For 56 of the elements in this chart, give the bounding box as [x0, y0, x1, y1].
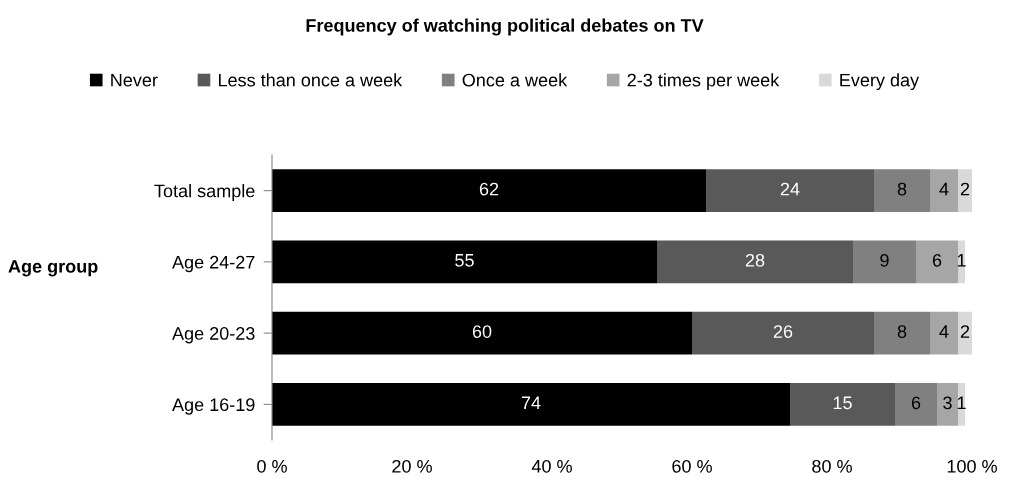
bar [272, 169, 706, 212]
data-label: 2 [960, 182, 970, 196]
bar [874, 169, 930, 212]
bar [937, 383, 958, 426]
x-tick-label: 20 % [392, 459, 432, 473]
bar [958, 383, 965, 426]
y-tick-label: Age 16-19 [172, 398, 255, 415]
x-tick-label: 0 % [257, 459, 287, 473]
legend-label: 2-3 times per week [627, 73, 780, 91]
data-label: 4 [939, 182, 949, 196]
bar [272, 311, 692, 355]
y-tick-label: Age 20-23 [172, 327, 255, 344]
data-label: 1 [957, 254, 966, 267]
x-tick-label: 60 % [672, 459, 712, 473]
data-label: 15 [833, 396, 852, 410]
bar [272, 383, 790, 426]
legend-label: Less than once a week [218, 73, 403, 87]
chart-title: Frequency of watching political debates on TV [306, 18, 704, 36]
bar [692, 311, 874, 355]
bar [958, 311, 972, 355]
data-label: 55 [455, 254, 474, 267]
data-label: 3 [943, 396, 952, 410]
bar [895, 383, 937, 426]
data-label: 9 [880, 253, 889, 267]
data-label: 26 [773, 325, 793, 338]
data-label: 6 [932, 253, 942, 267]
bar [706, 169, 874, 212]
bar [930, 311, 958, 355]
data-label: 62 [479, 182, 499, 196]
bar [874, 311, 930, 355]
data-label: 74 [521, 396, 541, 410]
bar [916, 240, 958, 284]
data-label: 24 [780, 182, 800, 196]
legend-label: Every day [840, 73, 920, 91]
data-label: 1 [957, 396, 966, 410]
x-tick-label: 100 % [947, 459, 997, 473]
data-label: 28 [745, 253, 765, 267]
legend-label: Once a week [462, 73, 568, 87]
bar [790, 383, 895, 426]
bar [930, 169, 958, 212]
bar [657, 240, 853, 284]
bar [958, 169, 972, 212]
data-label: 8 [897, 182, 907, 196]
legend-label: Never [111, 73, 158, 87]
bar [272, 240, 657, 284]
bar [853, 240, 916, 284]
y-tick-label: Age 24-27 [172, 255, 255, 273]
y-axis-title: Age group [8, 260, 98, 277]
data-label: 8 [897, 325, 907, 338]
data-label: 6 [911, 396, 921, 410]
data-label: 60 [472, 325, 492, 338]
data-label: 4 [939, 325, 949, 338]
y-tick-label: Total sample [154, 184, 255, 201]
x-tick-label: 80 % [812, 459, 852, 473]
data-label: 2 [960, 325, 970, 338]
x-tick-label: 40 % [531, 459, 572, 473]
